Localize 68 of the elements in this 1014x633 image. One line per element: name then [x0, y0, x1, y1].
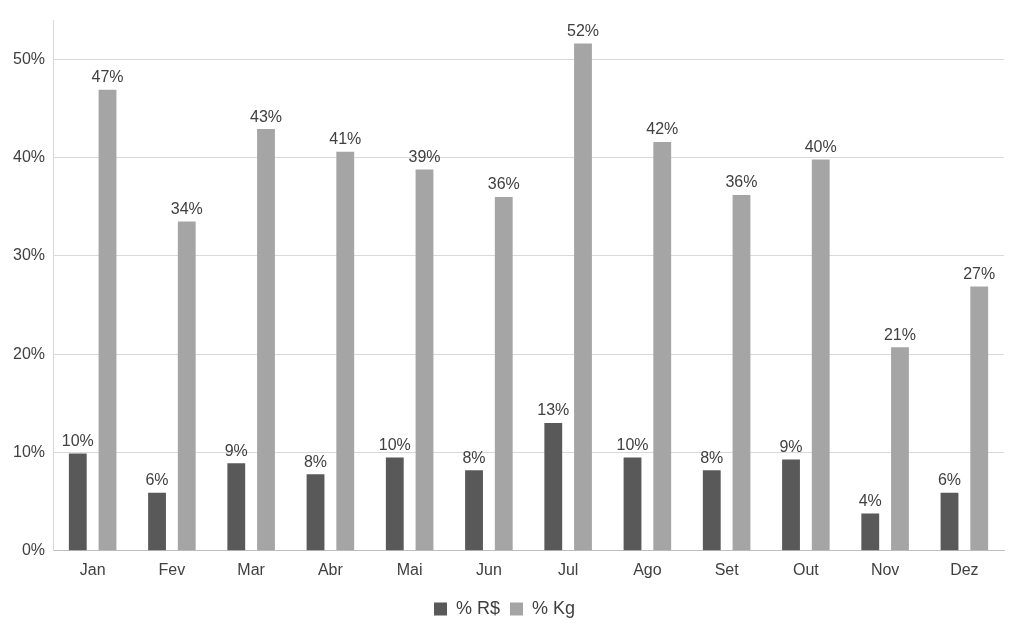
data-label: 41% [329, 130, 362, 148]
y-tick-label: 10% [12, 442, 46, 460]
data-label: 8% [700, 448, 724, 466]
y-tick-label: 0% [21, 541, 46, 559]
x-tick-label: Nov [870, 560, 900, 578]
bar [494, 196, 513, 551]
bar [148, 492, 166, 551]
x-tick-label: Dez [950, 560, 979, 578]
bar [227, 463, 246, 551]
bar [306, 474, 325, 551]
data-label: 8% [462, 448, 486, 466]
bar [98, 89, 117, 551]
bar [940, 492, 959, 551]
data-label: 13% [537, 401, 570, 419]
x-tick-label: Jun [475, 560, 502, 578]
x-tick-label: Out [792, 560, 820, 578]
bar [811, 159, 830, 551]
x-tick-label: Mar [237, 560, 266, 578]
data-label: 39% [408, 147, 441, 165]
data-label: 27% [963, 264, 996, 282]
bar [177, 221, 196, 551]
data-label: 36% [725, 173, 758, 191]
bar [970, 286, 989, 551]
bar [385, 457, 404, 551]
data-label: 10% [378, 435, 411, 453]
bar [623, 457, 642, 551]
bar [336, 151, 355, 551]
data-label: 21% [883, 325, 916, 343]
y-tick-label: 20% [12, 344, 46, 362]
x-tick-label: Mai [396, 560, 423, 578]
x-tick-label: Abr [317, 560, 344, 578]
x-tick-label: Fev [158, 560, 186, 578]
data-label: 40% [804, 137, 837, 155]
data-label: 42% [646, 120, 679, 138]
data-label: 36% [487, 175, 520, 193]
bar [891, 347, 909, 551]
bar [732, 194, 751, 551]
bar [861, 513, 880, 551]
data-label: 10% [61, 431, 94, 449]
y-tick-label: 30% [12, 246, 46, 264]
bar [465, 470, 483, 551]
x-tick-label: Set [714, 560, 740, 578]
bar [544, 423, 563, 551]
legend-label: % R$ [455, 597, 500, 618]
bar [653, 141, 672, 551]
data-label: 10% [616, 435, 649, 453]
data-label: 52% [566, 22, 600, 39]
data-label: 8% [303, 452, 328, 470]
bar [574, 43, 592, 551]
bar [782, 459, 800, 551]
y-tick-label: 50% [12, 49, 46, 67]
data-label: 6% [937, 471, 962, 489]
bar [415, 169, 434, 551]
data-label: 9% [224, 441, 248, 459]
x-tick-label: Jan [79, 560, 106, 578]
y-tick-label: 40% [12, 148, 46, 166]
bar [702, 470, 721, 551]
legend-label: % Kg [532, 597, 576, 618]
data-label: 47% [91, 68, 124, 86]
data-label: 6% [145, 471, 169, 489]
x-tick-label: Ago [633, 560, 662, 578]
data-label: 34% [170, 199, 203, 217]
x-tick-label: Jul [557, 560, 579, 578]
data-label: 4% [858, 491, 882, 509]
bar [68, 453, 87, 551]
data-label: 43% [249, 107, 283, 125]
bar [257, 129, 275, 551]
data-label: 9% [779, 437, 803, 455]
